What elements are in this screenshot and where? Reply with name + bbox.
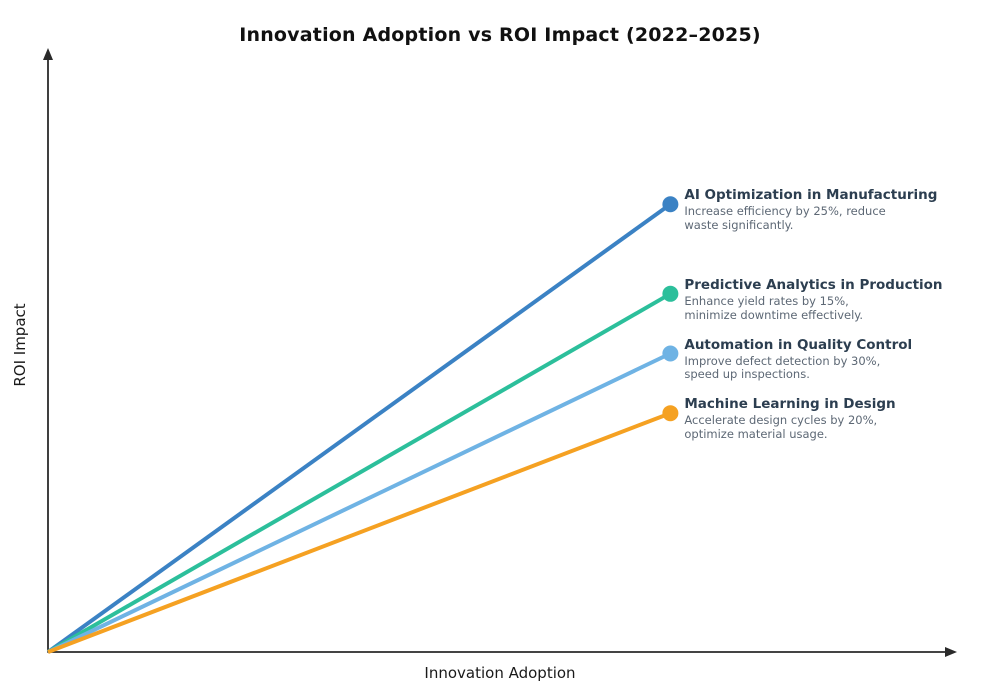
series-title: Automation in Quality Control	[684, 336, 913, 353]
series-line	[47, 292, 672, 654]
x-axis-arrowhead	[945, 647, 957, 657]
series-title: Predictive Analytics in Production	[684, 276, 943, 293]
series-dot	[662, 196, 679, 213]
series-title: Machine Learning in Design	[684, 396, 896, 413]
series-description: Increase efficiency by 25%, reduce waste…	[684, 204, 886, 233]
y-axis-label: ROI Impact	[11, 303, 29, 387]
y-axis-arrowhead	[43, 48, 53, 60]
series-description: Improve defect detection by 30%, speed u…	[684, 353, 881, 382]
series-description: Enhance yield rates by 15%, minimize dow…	[684, 293, 864, 322]
series-dot	[662, 405, 679, 422]
series-annotation: Machine Learning in Design Accelerate de…	[684, 396, 895, 442]
series-dot	[662, 345, 679, 362]
series-line	[47, 351, 672, 654]
series-title: AI Optimization in Manufacturing	[684, 187, 938, 204]
chart-title: Innovation Adoption vs ROI Impact (2022–…	[239, 23, 761, 46]
series-annotation: Predictive Analytics in Production Enhan…	[684, 277, 942, 323]
x-axis-label: Innovation Adoption	[424, 664, 576, 682]
series-annotation: Automation in Quality Control Improve de…	[684, 337, 912, 383]
series-description: Accelerate design cycles by 20%, optimiz…	[684, 413, 878, 441]
series-dot	[662, 285, 679, 302]
series-annotation: AI Optimization in Manufacturing Increas…	[684, 187, 937, 233]
series-line	[47, 411, 672, 654]
series-line	[46, 202, 672, 654]
